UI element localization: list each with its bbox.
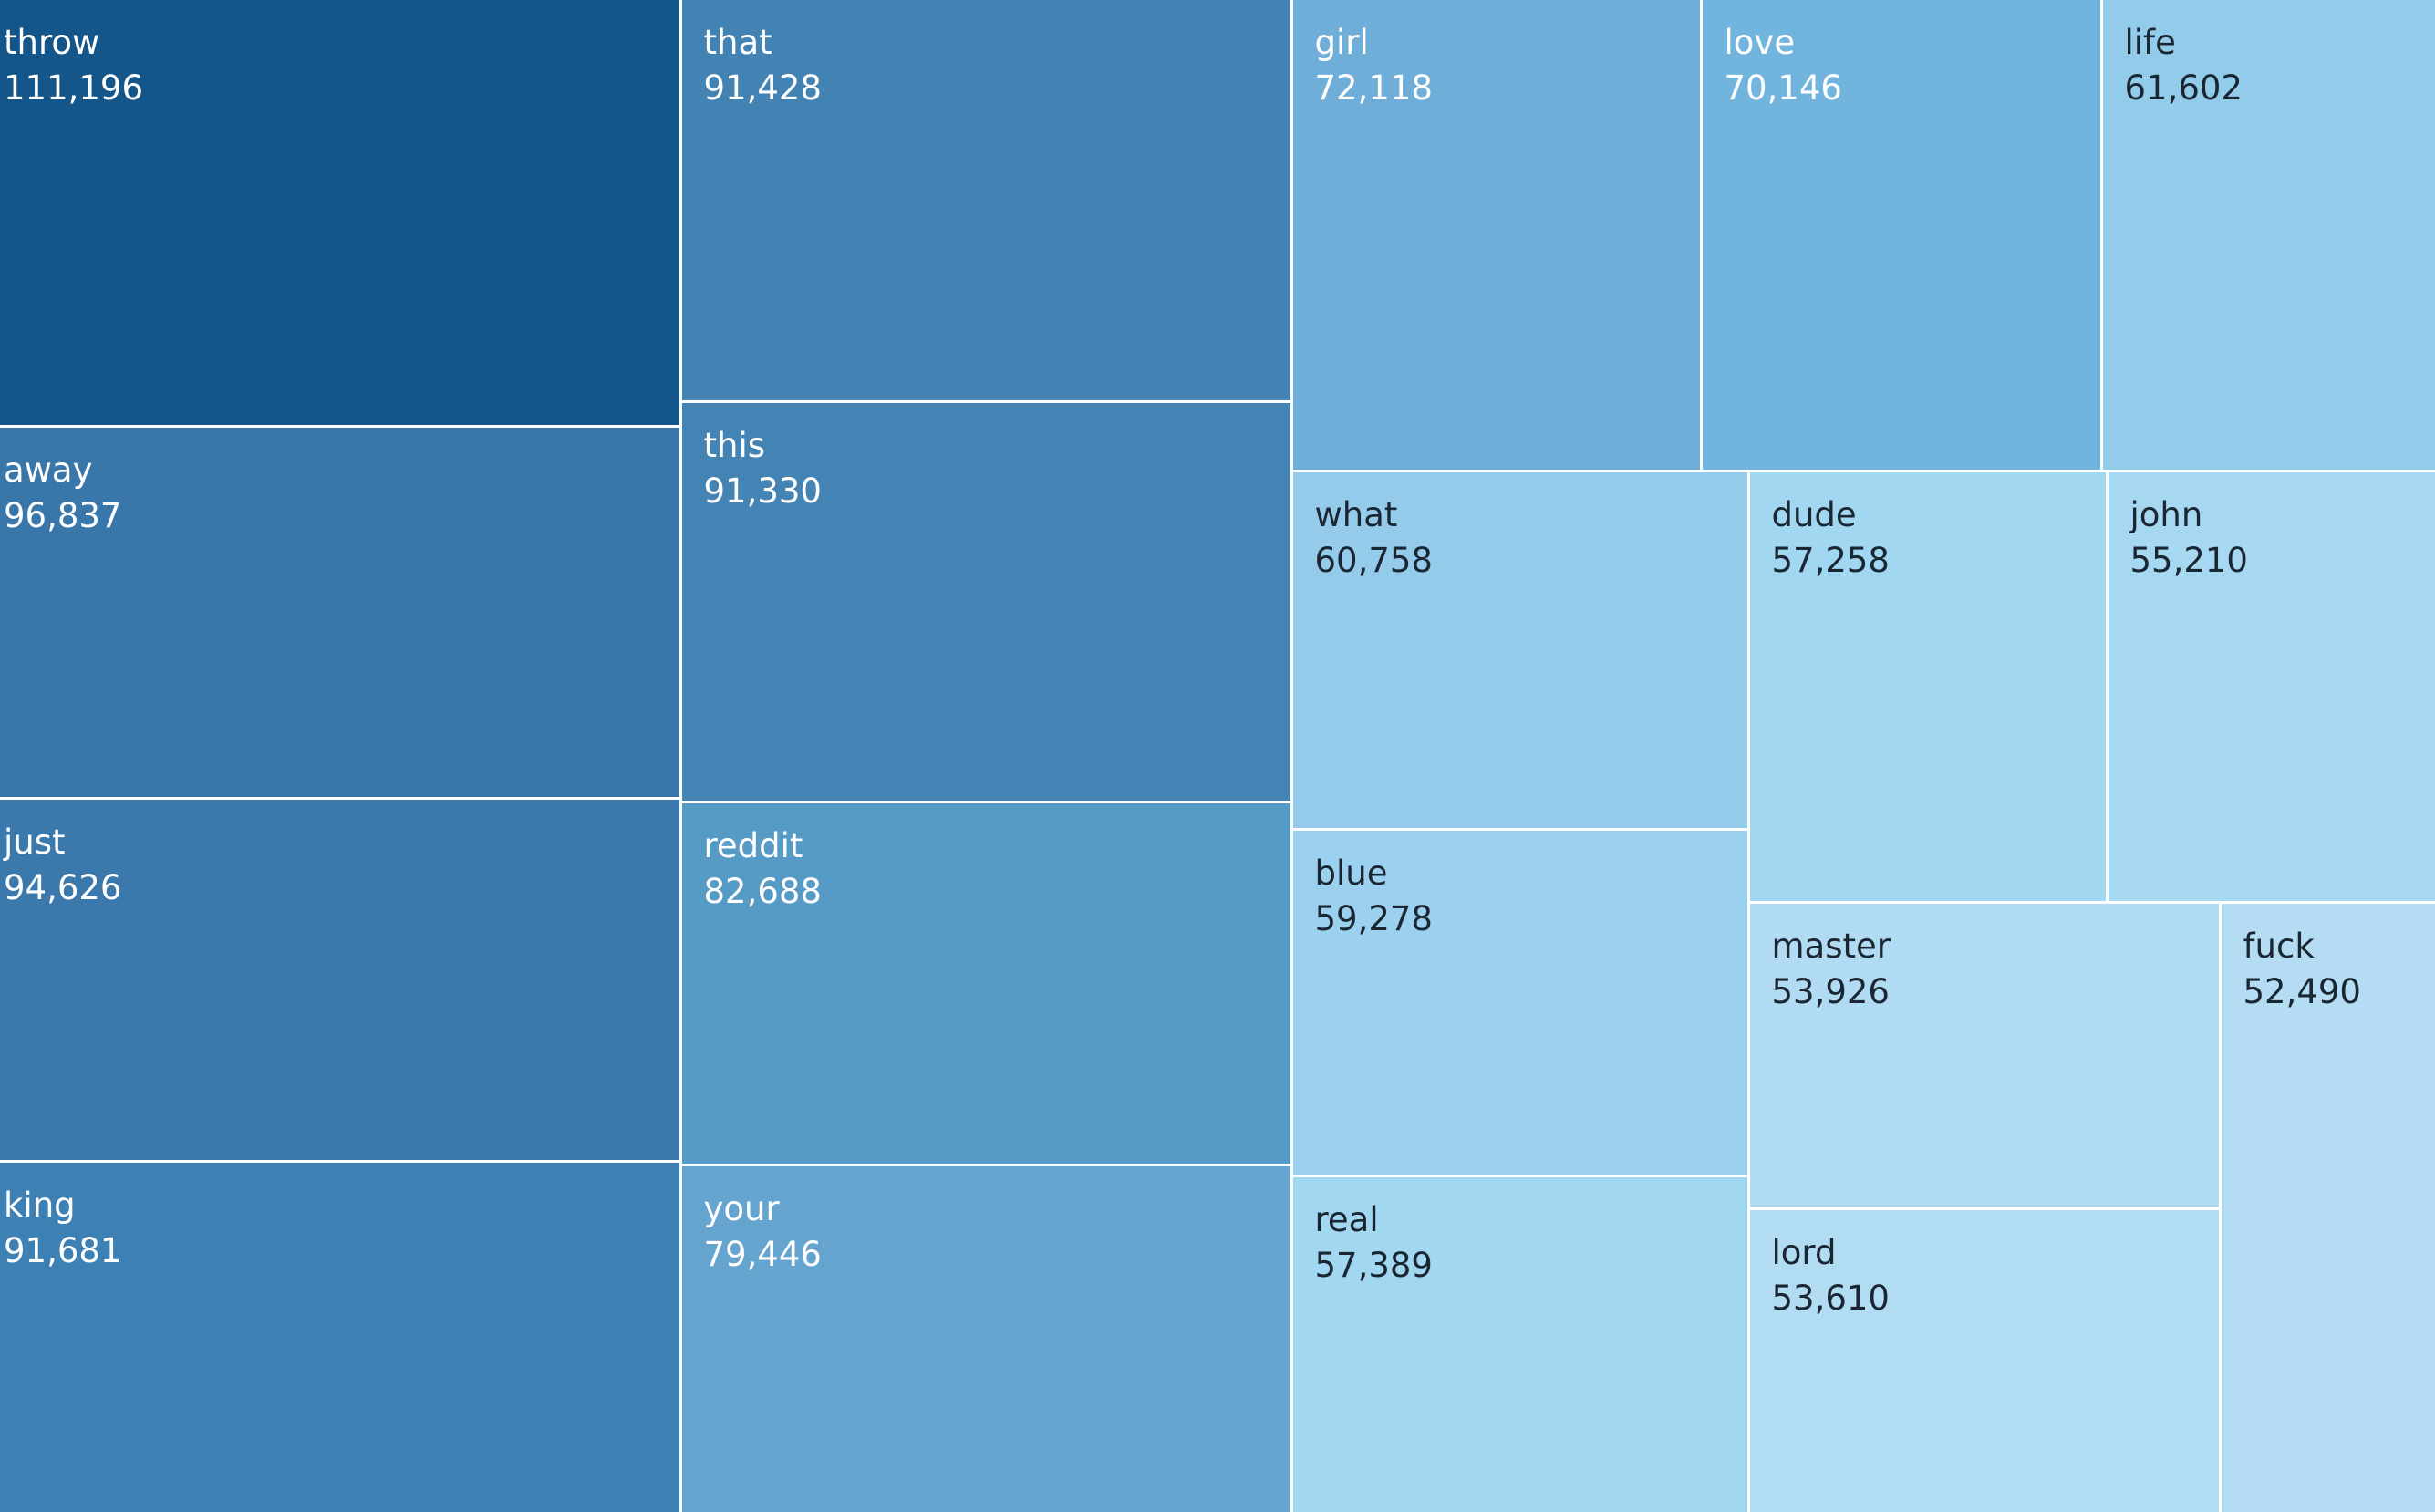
tile-label: dude (1771, 494, 1857, 534)
tile-label: your (703, 1188, 780, 1228)
treemap-tile-just[interactable]: just 94,626 (0, 799, 679, 1160)
tile-value: 60,758 (1314, 540, 1433, 580)
tile-label: just (4, 822, 66, 862)
tile-label: this (703, 425, 766, 465)
treemap-tile-john[interactable]: john 55,210 (2108, 471, 2435, 901)
treemap-tile-life[interactable]: life 61,602 (2102, 0, 2435, 470)
tile-value: 91,428 (703, 68, 822, 108)
tile-label: blue (1314, 853, 1388, 893)
tile-label: king (4, 1185, 76, 1225)
tile-value: 53,610 (1771, 1278, 1890, 1318)
treemap-tile-away[interactable]: away 96,837 (0, 427, 679, 797)
tile-label: reddit (703, 825, 803, 865)
tile-label: love (1724, 23, 1796, 62)
treemap-tile-throw[interactable]: throw 111,196 (0, 0, 679, 425)
tile-value: 72,118 (1314, 68, 1433, 108)
tile-label: life (2124, 23, 2176, 62)
treemap-tile-this[interactable]: this 91,330 (681, 402, 1290, 801)
tile-label: girl (1314, 23, 1369, 62)
treemap-tile-girl[interactable]: girl 72,118 (1292, 0, 1700, 470)
tile-label: master (1771, 926, 1891, 966)
treemap-tile-what[interactable]: what 60,758 (1292, 471, 1747, 828)
tile-value: 57,389 (1314, 1245, 1433, 1285)
tile-value: 61,602 (2124, 68, 2243, 108)
tile-value: 91,681 (4, 1230, 122, 1270)
treemap-tile-king[interactable]: king 91,681 (0, 1162, 679, 1512)
tile-label: that (703, 23, 772, 62)
treemap-tile-love[interactable]: love 70,146 (1702, 0, 2100, 470)
tile-label: real (1314, 1199, 1379, 1239)
treemap-tile-lord[interactable]: lord 53,610 (1749, 1209, 2219, 1512)
tile-value: 82,688 (703, 871, 822, 911)
tile-value: 70,146 (1724, 68, 1842, 108)
treemap-tile-your[interactable]: your 79,446 (681, 1165, 1290, 1512)
tile-value: 96,837 (4, 495, 122, 535)
tile-label: john (2129, 494, 2203, 534)
treemap-tile-reddit[interactable]: reddit 82,688 (681, 803, 1290, 1164)
tile-value: 111,196 (4, 68, 144, 108)
tile-label: throw (4, 23, 100, 62)
tile-value: 53,926 (1771, 971, 1890, 1011)
tile-label: away (4, 450, 93, 490)
tile-label: what (1314, 494, 1398, 534)
tile-value: 91,330 (703, 471, 822, 511)
tile-value: 57,258 (1771, 540, 1890, 580)
treemap-tile-that[interactable]: that 91,428 (681, 0, 1290, 400)
tile-value: 55,210 (2129, 540, 2248, 580)
treemap-tile-blue[interactable]: blue 59,278 (1292, 830, 1747, 1175)
tile-value: 52,490 (2243, 971, 2361, 1011)
tile-value: 79,446 (703, 1234, 822, 1274)
treemap-tile-fuck[interactable]: fuck 52,490 (2221, 903, 2435, 1512)
treemap-tile-dude[interactable]: dude 57,258 (1749, 471, 2106, 901)
tile-value: 59,278 (1314, 898, 1433, 938)
tile-label: lord (1771, 1232, 1837, 1272)
tile-value: 94,626 (4, 867, 122, 907)
treemap-tile-real[interactable]: real 57,389 (1292, 1176, 1747, 1512)
tile-label: fuck (2243, 926, 2315, 966)
treemap-tile-master[interactable]: master 53,926 (1749, 903, 2219, 1207)
